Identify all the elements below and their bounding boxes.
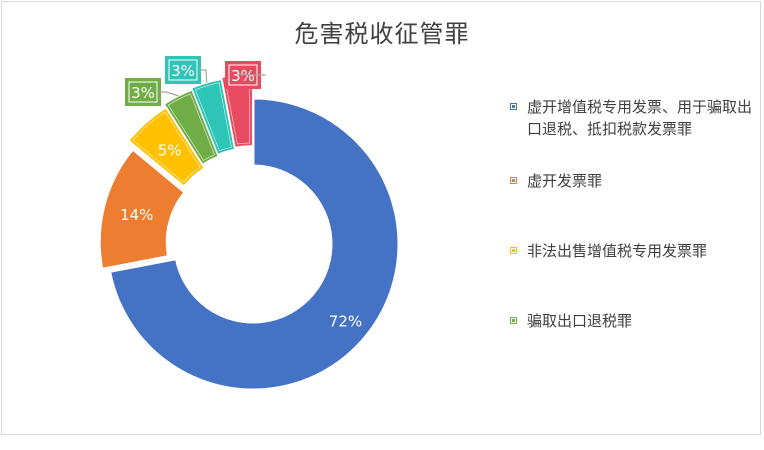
donut-slice-outline-4 xyxy=(165,90,218,164)
data-label-3: 5% xyxy=(158,141,182,159)
callout-box-5 xyxy=(165,56,201,84)
legend-swatch-1 xyxy=(510,103,517,110)
callout-inner-5 xyxy=(168,59,198,81)
chart-title: 危害税收征管罪 xyxy=(294,20,470,48)
callout-label-5: 3% xyxy=(171,62,195,80)
legend-swatch-3 xyxy=(510,247,517,254)
donut-slice-1 xyxy=(107,96,401,392)
legend-label-4: 骗取出口退税罪 xyxy=(527,312,633,330)
callout-box-4 xyxy=(125,78,161,106)
callout-label-4: 3% xyxy=(131,84,155,102)
leader-line-4 xyxy=(160,91,179,97)
legend-label-3: 非法出售增值税专用发票罪 xyxy=(527,242,708,260)
legend-swatch-4 xyxy=(510,317,517,324)
legend-item-4: 骗取出口退税罪 xyxy=(510,310,752,332)
data-label-2: 14% xyxy=(120,206,153,224)
legend-label-2: 虚开发票罪 xyxy=(527,172,603,190)
legend-swatch-2 xyxy=(510,177,517,184)
legend-label-1: 虚开增值税专用发票、用于骗取出口退税、抵扣税款发票罪 xyxy=(527,98,753,138)
legend-item-1: 虚开增值税专用发票、用于骗取出口退税、抵扣税款发票罪 xyxy=(510,96,752,140)
legend-item-3: 非法出售增值税专用发票罪 xyxy=(510,240,752,262)
callout-inner-4 xyxy=(128,81,158,103)
legend-item-2: 虚开发票罪 xyxy=(510,170,752,192)
donut-slice-outline-3 xyxy=(129,108,204,186)
donut-slice-outline-5 xyxy=(192,80,234,154)
donut-slice-2 xyxy=(97,146,188,272)
data-label-1: 72% xyxy=(329,312,362,330)
leader-line-5 xyxy=(200,69,208,83)
callout-label-6: 3% xyxy=(231,67,255,85)
